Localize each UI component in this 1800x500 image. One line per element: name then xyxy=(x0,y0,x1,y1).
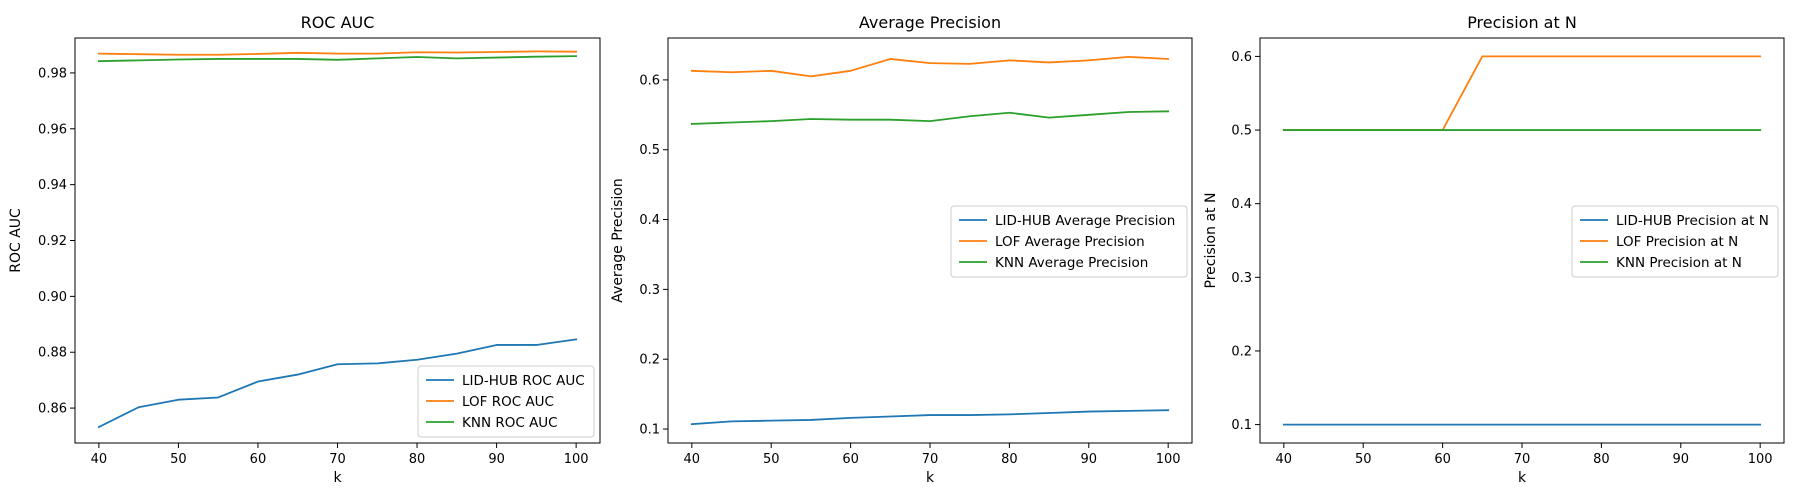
legend-label: LID-HUB Average Precision xyxy=(995,213,1175,229)
chart-title: Average Precision xyxy=(859,13,1001,32)
x-tick-label: 80 xyxy=(1001,452,1018,467)
x-tick-label: 60 xyxy=(1434,452,1451,467)
y-tick-label: 0.92 xyxy=(38,234,67,249)
y-axis-label: Average Precision xyxy=(610,178,626,302)
series-line-1 xyxy=(690,409,1170,426)
y-tick-label: 0.3 xyxy=(639,283,660,298)
chart-panel-1: 40 50 60 70 80 90 100 0.86 0.88 0.90 0.92 0.94 0.96 0… xyxy=(8,13,601,486)
y-tick-label: 0.94 xyxy=(38,178,67,193)
y-tick-label: 0.2 xyxy=(1231,344,1252,359)
chart-title: ROC AUC xyxy=(301,13,375,32)
legend: LID-HUB Precision at N LOF Precision at N… xyxy=(1571,205,1779,278)
y-tick-label: 0.4 xyxy=(1231,197,1252,212)
y-tick-label: 0.6 xyxy=(639,73,660,88)
series-line-2 xyxy=(1282,55,1762,131)
x-tick-label: 60 xyxy=(250,452,267,467)
series-line-2 xyxy=(97,50,578,56)
legend-label: KNN Precision at N xyxy=(1616,255,1742,271)
y-tick-label: 0.90 xyxy=(38,290,67,305)
x-tick-label: 60 xyxy=(842,452,859,467)
y-tick-label: 0.86 xyxy=(38,402,67,417)
legend: LID-HUB Average Precision LOF Average Pre… xyxy=(950,205,1188,278)
chart-title: Precision at N xyxy=(1467,13,1577,32)
x-tick-label: 90 xyxy=(1081,452,1098,467)
x-axis-label: k xyxy=(333,470,342,486)
chart-panel-3: 40 50 60 70 80 90 100 0.1 0.2 0.3 0.4 0.5 0.6 Precisi… xyxy=(1203,13,1785,486)
y-tick-label: 0.5 xyxy=(1231,124,1252,139)
x-tick-label: 40 xyxy=(91,452,108,467)
series-line-3 xyxy=(97,55,578,63)
y-tick-label: 0.88 xyxy=(38,346,67,361)
legend: LID-HUB ROC AUC LOF ROC AUC KNN ROC AUC xyxy=(417,365,595,438)
y-axis-label: ROC AUC xyxy=(8,208,24,273)
series-line-2 xyxy=(690,55,1170,78)
legend-box xyxy=(417,365,595,438)
x-tick-label: 100 xyxy=(564,452,589,467)
series-line-3 xyxy=(690,110,1170,125)
x-tick-label: 80 xyxy=(409,452,426,467)
legend-box xyxy=(950,205,1188,278)
y-tick-label: 0.3 xyxy=(1231,271,1252,286)
y-tick-label: 0.6 xyxy=(1231,50,1252,65)
x-tick-label: 80 xyxy=(1593,452,1610,467)
x-tick-label: 70 xyxy=(922,452,939,467)
legend-label: LID-HUB ROC AUC xyxy=(462,373,585,389)
legend-box xyxy=(1571,205,1779,278)
x-tick-label: 100 xyxy=(1156,452,1181,467)
x-tick-label: 40 xyxy=(1276,452,1293,467)
x-tick-label: 40 xyxy=(684,452,701,467)
x-axis-label: k xyxy=(1518,470,1527,486)
x-tick-label: 90 xyxy=(1673,452,1690,467)
y-tick-label: 0.96 xyxy=(38,122,67,137)
series-line-1 xyxy=(97,338,578,429)
legend-label: KNN Average Precision xyxy=(995,255,1148,271)
x-tick-label: 50 xyxy=(763,452,780,467)
y-tick-label: 0.5 xyxy=(639,143,660,158)
x-axis-label: k xyxy=(926,470,935,486)
x-tick-label: 70 xyxy=(1514,452,1531,467)
y-tick-label: 0.4 xyxy=(639,213,660,228)
x-tick-label: 50 xyxy=(170,452,187,467)
legend-label: LID-HUB Precision at N xyxy=(1616,213,1769,229)
legend-label: LOF Precision at N xyxy=(1616,234,1738,250)
chart-panel-2: 40 50 60 70 80 90 100 0.1 0.2 0.3 0.4 0.5 0.6 Average… xyxy=(610,13,1193,486)
y-tick-label: 0.1 xyxy=(1231,418,1252,433)
x-tick-label: 100 xyxy=(1748,452,1773,467)
x-tick-label: 50 xyxy=(1355,452,1372,467)
x-tick-label: 90 xyxy=(488,452,505,467)
y-axis-label: Precision at N xyxy=(1203,193,1219,289)
legend-label: LOF ROC AUC xyxy=(462,394,554,410)
y-tick-label: 0.2 xyxy=(639,353,660,368)
y-tick-label: 0.98 xyxy=(38,66,67,81)
legend-label: LOF Average Precision xyxy=(995,234,1145,250)
x-tick-label: 70 xyxy=(329,452,346,467)
y-tick-label: 0.1 xyxy=(639,423,660,438)
legend-label: KNN ROC AUC xyxy=(462,415,558,431)
